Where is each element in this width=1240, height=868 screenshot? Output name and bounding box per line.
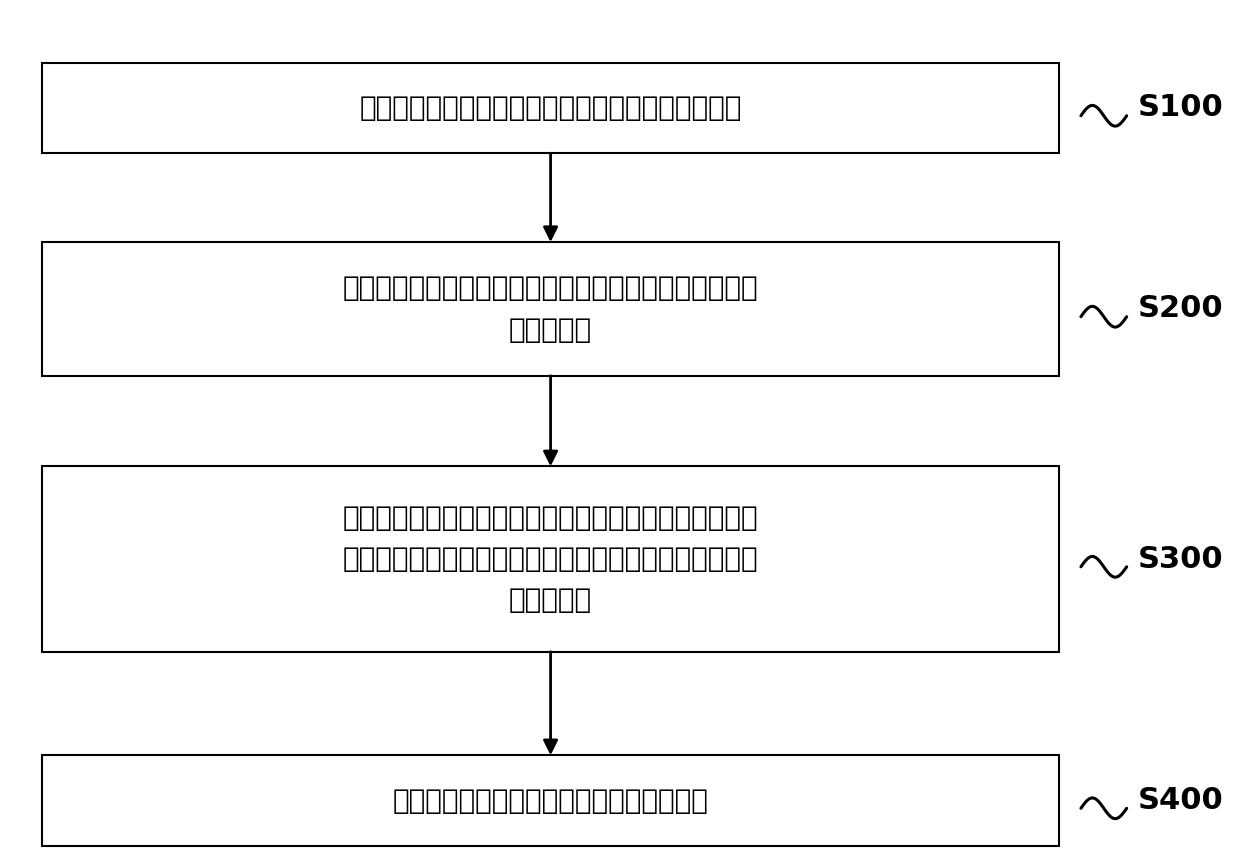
Bar — [42, 62, 1059, 154]
Bar — [42, 242, 1059, 376]
Text: S300: S300 — [1137, 544, 1223, 574]
Bar — [42, 466, 1059, 652]
Text: S400: S400 — [1137, 786, 1223, 815]
Text: 利用模拟退火算法及分支切割算法对运输模型、碳排放模
型以及各车辆预设的容量模型进行优化计算，得到每条配
送路线信息: 利用模拟退火算法及分支切割算法对运输模型、碳排放模 型以及各车辆预设的容量模型进… — [342, 503, 759, 615]
Text: 获取各车辆的载重参数，并根据载重参数和运输模型建立
碳排放模型: 获取各车辆的载重参数，并根据载重参数和运输模型建立 碳排放模型 — [342, 274, 759, 344]
Text: 获取各车辆的配送参数，根据配送参数建立运输模型: 获取各车辆的配送参数，根据配送参数建立运输模型 — [360, 94, 742, 122]
Bar — [42, 755, 1059, 845]
Text: S200: S200 — [1137, 294, 1223, 324]
Text: S100: S100 — [1137, 94, 1223, 122]
Text: 根据配送路线信息完成污染车辆调度的优化: 根据配送路线信息完成污染车辆调度的优化 — [393, 786, 708, 814]
